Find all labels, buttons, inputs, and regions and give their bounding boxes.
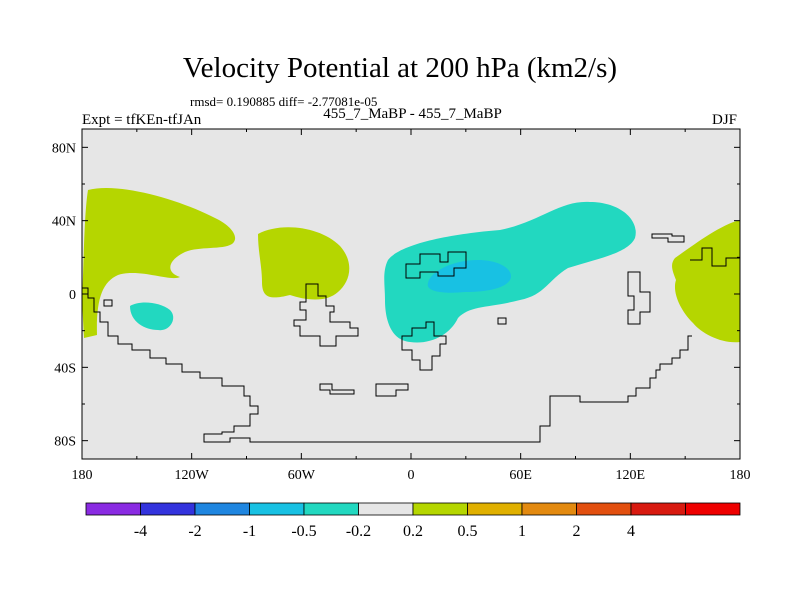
colorbar-swatch — [140, 502, 196, 516]
colorbar-swatch — [521, 502, 577, 516]
plot-title: Velocity Potential at 200 hPa (km2/s) — [182, 52, 618, 84]
x-tick-label: 120E — [616, 468, 646, 483]
coastline-antarctic-islands-2 — [375, 383, 409, 397]
y-tick-label: 0 — [69, 288, 76, 303]
coastline-antarctica-pacific — [82, 287, 692, 443]
x-tick-label: 180 — [72, 468, 93, 483]
positive-contours — [82, 188, 740, 343]
coastline-central-pacific — [103, 299, 113, 307]
colorbar-label: -0.2 — [346, 523, 371, 540]
x-tick-label: 120W — [175, 468, 210, 483]
colorbar-label: 2 — [573, 523, 581, 540]
y-axis: 80N 40N 0 40S 80S — [52, 141, 740, 450]
positive-region-south-america — [258, 227, 350, 300]
colorbar-swatch — [358, 502, 414, 516]
coastline-south-america — [293, 283, 359, 347]
coastlines — [82, 233, 740, 443]
colorbar-swatch — [412, 502, 468, 516]
coastline-south-africa — [401, 321, 447, 371]
colorbar-swatch — [303, 502, 359, 516]
colorbar-swatch — [249, 502, 305, 516]
negative-region-south-pacific — [130, 302, 174, 331]
x-tick-label: 180 — [730, 468, 751, 483]
y-tick-label: 80S — [54, 435, 76, 450]
negative-region-africa-indian-ocean — [384, 201, 636, 343]
positive-region-north-pacific — [82, 188, 236, 338]
colorbar-label: 0.5 — [458, 523, 478, 540]
colorbar-swatch — [467, 502, 523, 516]
coastline-maritime-continent — [627, 271, 651, 325]
experiment-label: Expt = tfKEn-tfJAn — [82, 112, 202, 128]
x-tick-label: 60W — [288, 468, 316, 483]
y-tick-label: 40N — [52, 215, 76, 230]
stats-label: rmsd= 0.190885 diff= -2.77081e-05 — [190, 94, 378, 109]
colorbar-label: 1 — [518, 523, 526, 540]
x-tick-label: 0 — [408, 468, 415, 483]
y-tick-label: 80N — [52, 141, 76, 156]
colorbar-swatch — [576, 502, 632, 516]
coastline-antarctic-islands-1 — [319, 383, 355, 395]
coastline-africa — [405, 251, 467, 279]
colorbar-label: -2 — [188, 523, 201, 540]
case-label: 455_7_MaBP - 455_7_MaBP — [323, 106, 502, 122]
colorbar-swatch — [194, 502, 250, 516]
y-tick-label: 40S — [54, 361, 76, 376]
coastline-australia-island — [497, 317, 507, 325]
colorbar-label: 4 — [627, 523, 635, 540]
colorbar-label: 0.2 — [403, 523, 423, 540]
colorbar-label: -0.5 — [291, 523, 316, 540]
colorbar-swatch — [685, 502, 741, 516]
x-axis: 180 120W 60W 0 60E 120E 180 — [72, 129, 751, 483]
coastline-east-asia — [651, 233, 685, 243]
negative-contours — [130, 201, 636, 343]
colorbar-label: -1 — [243, 523, 256, 540]
colorbar-label: -4 — [134, 523, 147, 540]
colorbar: -4 -2 -1 -0.5 -0.2 0.2 0.5 1 2 4 — [85, 502, 741, 540]
season-label: DJF — [711, 112, 737, 128]
colorbar-swatch — [85, 502, 141, 516]
x-tick-label: 60E — [509, 468, 532, 483]
colorbar-swatch — [630, 502, 686, 516]
positive-region-west-pacific — [672, 220, 740, 343]
coastline-western-pacific-islands — [690, 247, 740, 267]
negative-core-africa — [427, 260, 511, 293]
